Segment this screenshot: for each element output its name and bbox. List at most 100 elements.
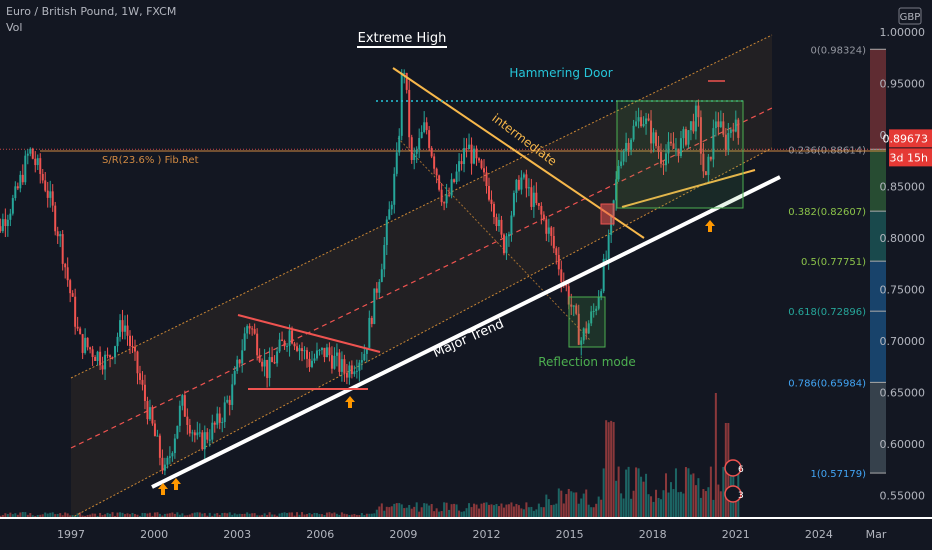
volume-bar xyxy=(500,503,503,518)
candle-body xyxy=(473,148,476,164)
candle-body xyxy=(14,186,17,199)
candle-body xyxy=(183,395,186,417)
volume-bar xyxy=(363,514,366,518)
x-tick-label: Mar xyxy=(866,528,887,541)
candle-body xyxy=(24,155,27,183)
candle-body xyxy=(418,137,421,150)
candle-body xyxy=(577,313,580,345)
volume-bar xyxy=(380,503,383,518)
candle-body xyxy=(236,359,239,372)
volume-bar xyxy=(343,513,346,518)
volume-bar xyxy=(420,507,423,518)
volume-bar xyxy=(54,514,57,518)
candle-body xyxy=(440,189,443,203)
volume-bar xyxy=(450,504,453,518)
volume-bar xyxy=(567,488,570,518)
x-tick-label: 2000 xyxy=(140,528,168,541)
volume-bar xyxy=(129,514,132,518)
candle-body xyxy=(557,255,560,270)
candle-body xyxy=(44,180,47,191)
volume-bar xyxy=(19,512,22,518)
volume-bar xyxy=(186,515,189,518)
candle-body xyxy=(373,288,376,324)
volume-bar xyxy=(268,512,271,518)
candle-body xyxy=(507,234,510,237)
candle-body xyxy=(370,317,373,324)
volume-bar xyxy=(378,506,381,518)
volume-bar xyxy=(415,502,418,518)
volume-bar xyxy=(717,484,720,518)
volume-bar xyxy=(114,515,117,518)
volume-bar xyxy=(622,498,625,518)
volume-bar xyxy=(288,512,291,518)
candle-body xyxy=(131,346,134,348)
candle-body xyxy=(114,346,117,358)
candle-body xyxy=(310,360,313,367)
candle-body xyxy=(146,400,149,420)
candle-body xyxy=(121,320,124,332)
candle-body xyxy=(734,119,737,132)
volume-bar xyxy=(171,512,174,518)
candle-body xyxy=(635,121,638,126)
currency-box xyxy=(898,7,922,25)
volume-bar xyxy=(627,466,630,518)
fib-level-label: 0.786(0.65984) xyxy=(788,378,866,389)
volume-bar xyxy=(6,514,9,518)
volume-bar xyxy=(428,505,431,518)
volume-bar xyxy=(547,499,550,518)
candle-body xyxy=(368,317,371,348)
candle-body xyxy=(674,148,677,150)
volume-bar xyxy=(592,507,595,518)
candle-body xyxy=(126,325,129,336)
volume-bar xyxy=(91,513,94,518)
candle-body xyxy=(595,308,598,311)
candle-body xyxy=(602,258,605,292)
candle-body xyxy=(632,125,635,140)
volume-bar xyxy=(246,512,249,518)
candle-body xyxy=(660,151,663,164)
candle-body xyxy=(293,343,296,347)
candle-body xyxy=(490,199,493,204)
candle-body xyxy=(263,359,266,367)
candle-body xyxy=(420,132,423,138)
event-badge-icon xyxy=(724,459,742,477)
candle-body xyxy=(94,356,97,361)
x-tick-label: 2021 xyxy=(722,528,750,541)
volume-bar xyxy=(689,474,692,518)
x-tick-label: 2018 xyxy=(639,528,667,541)
candle-body xyxy=(495,217,498,227)
candle-body xyxy=(455,171,458,182)
candle-body xyxy=(318,350,321,352)
candle-body xyxy=(301,348,304,352)
volume-bar xyxy=(677,492,680,518)
candle-body xyxy=(266,359,269,378)
volume-bar xyxy=(370,513,373,518)
volume-bar xyxy=(26,514,29,518)
candle-body xyxy=(56,231,59,237)
candle-body xyxy=(380,269,383,282)
volume-bar xyxy=(99,512,102,518)
volume-bar xyxy=(423,503,426,518)
candle-body xyxy=(652,132,655,144)
volume-bar xyxy=(635,467,638,518)
volume-bar xyxy=(458,510,461,518)
candle-body xyxy=(615,179,618,201)
volume-bar xyxy=(106,512,109,518)
volume-bar xyxy=(425,503,428,518)
candle-body xyxy=(353,371,356,375)
fib-band xyxy=(870,149,886,212)
volume-bar xyxy=(470,507,473,518)
candle-body xyxy=(241,350,244,364)
volume-bar xyxy=(96,515,99,518)
volume-bar xyxy=(124,514,127,518)
candle-body xyxy=(627,142,630,150)
volume-bar xyxy=(400,504,403,518)
candle-body xyxy=(405,72,408,90)
candle-body xyxy=(413,153,416,161)
volume-bar xyxy=(251,513,254,518)
candle-body xyxy=(630,139,633,150)
candle-body xyxy=(156,435,159,437)
volume-bar xyxy=(662,490,665,518)
candle-body xyxy=(453,179,456,182)
